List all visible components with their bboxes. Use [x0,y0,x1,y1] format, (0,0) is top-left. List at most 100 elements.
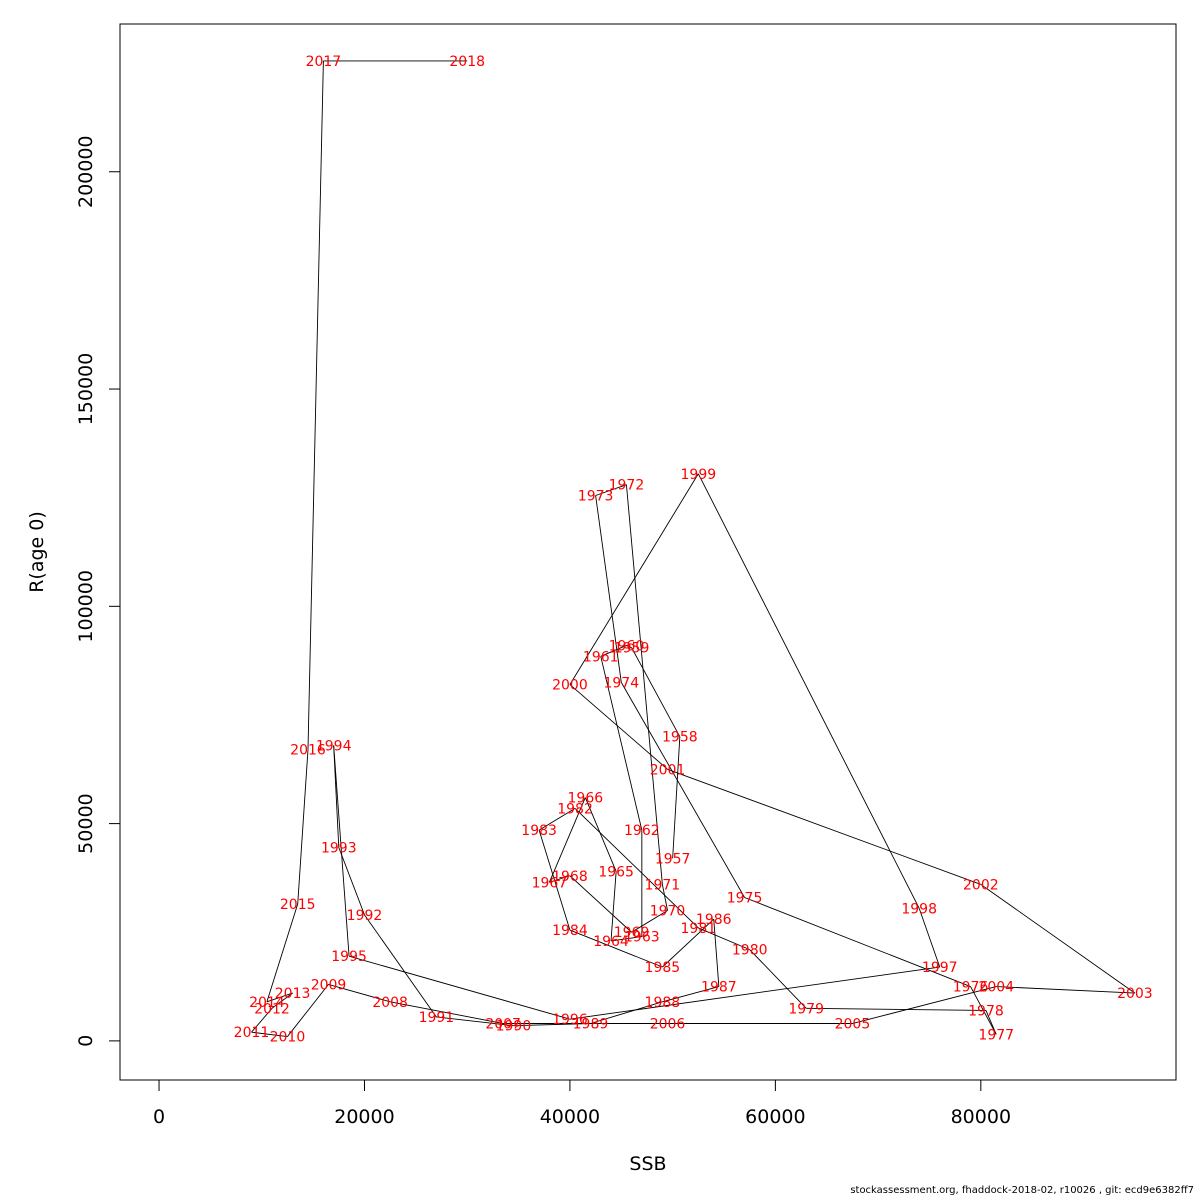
year-label-2004: 2004 [978,980,1014,996]
x-axis: 0 20000 40000 60000 80000 [153,1079,1011,1128]
segment-1984-1985 [569,929,663,968]
year-label-2003: 2003 [1117,986,1153,1002]
x-tick-label: 60000 [745,1106,805,1128]
segment-1997-1998 [918,908,941,968]
x-tick-label: 0 [153,1106,165,1128]
year-label-1986: 1986 [696,912,732,928]
year-label-1967: 1967 [532,875,568,891]
segment-1964-1965 [610,871,617,941]
trajectory-lines [251,60,1136,1037]
year-label-1965: 1965 [598,864,634,880]
segment-2016-2017 [307,60,324,750]
segment-2001-2002 [667,768,981,885]
year-label-1972: 1972 [609,478,645,494]
year-label-1962: 1962 [624,823,660,839]
year-label-1970: 1970 [650,904,686,920]
y-tick-label: 0 [75,1035,97,1047]
year-label-2015: 2015 [280,897,316,913]
year-label-2002: 2002 [963,877,999,893]
year-label-1989: 1989 [573,1017,609,1033]
year-label-2017: 2017 [306,54,342,70]
segment-1992-1993 [338,847,365,916]
year-label-2001: 2001 [650,762,686,778]
segment-1970-1971 [661,884,668,911]
y-tick-label: 100000 [75,570,97,643]
year-label-1984: 1984 [552,923,588,939]
year-label-1997: 1997 [922,960,958,976]
year-label-1985: 1985 [645,960,681,976]
year-label-1968: 1968 [552,869,588,885]
year-label-2010: 2010 [270,1030,306,1046]
segment-1965-1966 [584,797,617,872]
year-label-1979: 1979 [788,1001,824,1017]
segment-1973-1974 [595,495,622,683]
year-label-2013: 2013 [275,986,311,1002]
segment-2011-2012 [251,1008,273,1033]
year-label-1990: 1990 [496,1019,532,1035]
year-label-2018: 2018 [449,54,485,70]
segment-1968-1969 [569,875,632,933]
year-label-1996: 1996 [552,1012,588,1028]
segment-1994-1995 [333,745,350,957]
year-label-1960: 1960 [609,638,645,654]
segment-1983-1984 [538,829,571,931]
year-label-1975: 1975 [727,890,763,906]
year-label-1957: 1957 [655,851,691,867]
year-label-1987: 1987 [701,980,737,996]
year-label-2000: 2000 [552,678,588,694]
year-label-1978: 1978 [968,1003,1004,1019]
segment-1986-1987 [713,919,720,987]
segment-2008-2009 [328,983,391,1003]
year-label-1958: 1958 [662,730,698,746]
y-tick-label: 200000 [75,135,97,208]
x-tick-label: 80000 [951,1106,1011,1128]
y-tick-label: 150000 [75,353,97,426]
x-axis-title: SSB [629,1153,666,1175]
year-label-1963: 1963 [624,930,660,946]
segment-1998-1999 [697,473,920,909]
segment-1960-1961 [600,645,627,657]
segment-2003-2004 [996,986,1135,994]
segment-1979-1980 [749,949,807,1009]
segment-1978-1979 [806,1007,986,1011]
plot-frame [119,23,1177,1081]
segment-1995-1996 [348,955,571,1020]
segment-2015-2016 [297,749,309,905]
year-label-1961: 1961 [583,649,619,665]
segment-2013-2014 [266,992,293,1003]
year-label-2005: 2005 [835,1017,871,1033]
year-label-1964: 1964 [593,934,629,950]
y-tick-label: 50000 [75,793,97,853]
segment-1963-1964 [610,936,642,942]
year-label-2009: 2009 [311,977,347,993]
segment-1966-1967 [548,797,586,883]
year-label-1994: 1994 [316,738,352,754]
segment-1991-1992 [364,914,437,1018]
y-axis: 0 50000 100000 150000 200000 [75,135,121,1047]
segment-2009-2010 [287,984,329,1037]
footer-credit: stockassessment.org, fhaddock-2018-02, r… [850,1185,1194,1196]
year-label-1959: 1959 [614,641,650,657]
segment-2014-2015 [266,903,299,1002]
segment-1958-1959 [631,647,681,737]
year-label-2014: 2014 [249,995,285,1011]
year-label-1991: 1991 [419,1010,455,1026]
year-label-1981: 1981 [681,921,717,937]
segment-1959-1960 [626,645,632,649]
year-label-1993: 1993 [321,841,357,857]
year-label-1974: 1974 [603,675,639,691]
segment-1977-1978 [985,1010,997,1035]
segment-1987-1988 [662,986,719,1003]
segment-1982-1983 [538,808,576,831]
segment-1961-1962 [600,656,643,831]
year-label-1992: 1992 [347,908,383,924]
segment-1972-1973 [595,484,627,496]
year-label-2011: 2011 [234,1025,270,1041]
year-label-1971: 1971 [645,877,681,893]
y-axis-title: R(age 0) [26,511,48,593]
segment-1974-1975 [620,682,745,898]
x-tick-label: 40000 [540,1106,600,1128]
year-label-1999: 1999 [681,467,717,483]
